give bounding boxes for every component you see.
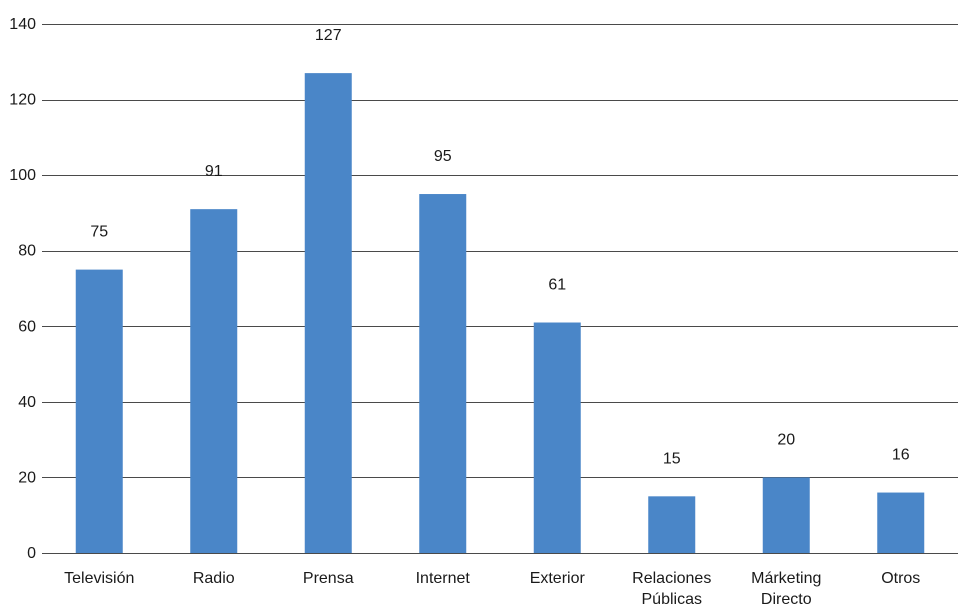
category-label-line: Directo	[761, 591, 812, 608]
bar	[75, 269, 123, 553]
y-tick-label: 80	[18, 243, 36, 260]
data-label: 75	[90, 224, 108, 241]
gridlines	[42, 24, 958, 554]
category-label-line: Públicas	[642, 591, 702, 608]
category-label-line: Relaciones	[632, 570, 711, 587]
y-tick-label: 140	[9, 16, 36, 33]
y-tick-label: 0	[27, 545, 36, 562]
category-label: Internet	[416, 570, 471, 587]
bar	[762, 477, 810, 553]
bar	[190, 209, 238, 553]
category-label-line: Televisión	[64, 570, 134, 587]
category-label-line: Márketing	[751, 570, 821, 587]
bar	[419, 194, 467, 554]
data-label: 61	[548, 277, 566, 294]
data-label: 16	[892, 447, 910, 464]
data-label: 20	[777, 431, 795, 448]
bar	[533, 322, 581, 553]
x-axis-category-labels: Televisión Radio Prensa Internet Exterior Rel…	[64, 570, 920, 608]
category-label: Prensa	[303, 570, 354, 587]
data-label: 15	[663, 450, 681, 467]
bars	[75, 73, 925, 554]
data-label: 91	[205, 163, 223, 180]
y-axis-tick-labels: 0 20 40 60 80 100 120 140	[9, 16, 36, 562]
category-label-line: Prensa	[303, 570, 354, 587]
category-label: Radio	[193, 570, 235, 587]
category-label: Relaciones Públicas	[632, 570, 711, 608]
category-label: Márketing Directo	[751, 570, 821, 608]
y-tick-label: 40	[18, 394, 36, 411]
data-label: 95	[434, 148, 452, 165]
category-label: Otros	[881, 570, 920, 587]
y-tick-label: 100	[9, 167, 36, 184]
category-label-line: Exterior	[530, 570, 586, 587]
y-tick-label: 20	[18, 469, 36, 486]
category-label-line: Radio	[193, 570, 235, 587]
bar	[877, 492, 925, 553]
y-tick-label: 120	[9, 92, 36, 109]
category-label-line: Otros	[881, 570, 920, 587]
y-tick-label: 60	[18, 318, 36, 335]
category-label-line: Internet	[416, 570, 471, 587]
bar	[648, 496, 696, 553]
bar	[304, 73, 352, 553]
category-label: Televisión	[64, 570, 134, 587]
data-label: 127	[315, 27, 342, 44]
category-label: Exterior	[530, 570, 586, 587]
data-labels: 75 91 127 95 61 15 20 16	[90, 27, 909, 467]
